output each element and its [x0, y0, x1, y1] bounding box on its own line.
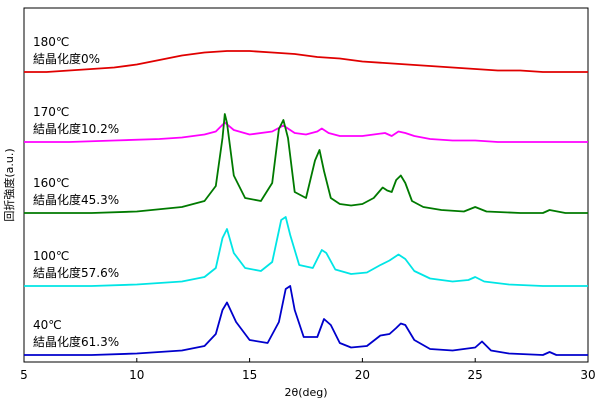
series-line [24, 113, 588, 214]
series-layer [24, 50, 588, 356]
series-temp-label: 170℃ [33, 105, 69, 119]
series-temp-label: 40℃ [33, 318, 62, 332]
plot-border [23, 7, 589, 363]
series-line [24, 285, 588, 356]
plot-frame [23, 7, 589, 363]
x-tick-label: 25 [468, 368, 483, 382]
x-ticks: 5 10 15 20 25 30 [20, 358, 596, 382]
series-crystallinity-label: 結晶化度10.2% [33, 121, 119, 136]
series-line [24, 216, 588, 287]
x-tick-label: 10 [129, 368, 144, 382]
x-tick-label: 30 [580, 368, 595, 382]
y-axis-title: 回折強度(a.u.) [2, 148, 16, 221]
series-crystallinity-label: 結晶化度61.3% [33, 334, 119, 349]
series-crystallinity-label: 結晶化度45.3% [33, 192, 119, 207]
series-temp-label: 160℃ [33, 176, 69, 190]
series-line [24, 121, 588, 143]
x-tick-label: 20 [355, 368, 370, 382]
series-temp-label: 180℃ [33, 35, 69, 49]
x-axis-title: 2θ(deg) [284, 386, 327, 399]
series-crystallinity-label: 結晶化度0% [33, 51, 100, 66]
series-crystallinity-label: 結晶化度57.6% [33, 265, 119, 280]
series-labels: 180℃ 結晶化度0% 170℃ 結晶化度10.2% 160℃ 結晶化度45.3% 100℃… [33, 35, 119, 349]
series-temp-label: 100℃ [33, 249, 69, 263]
series-line [24, 50, 588, 73]
x-tick-label: 5 [20, 368, 28, 382]
x-tick-label: 15 [242, 368, 257, 382]
